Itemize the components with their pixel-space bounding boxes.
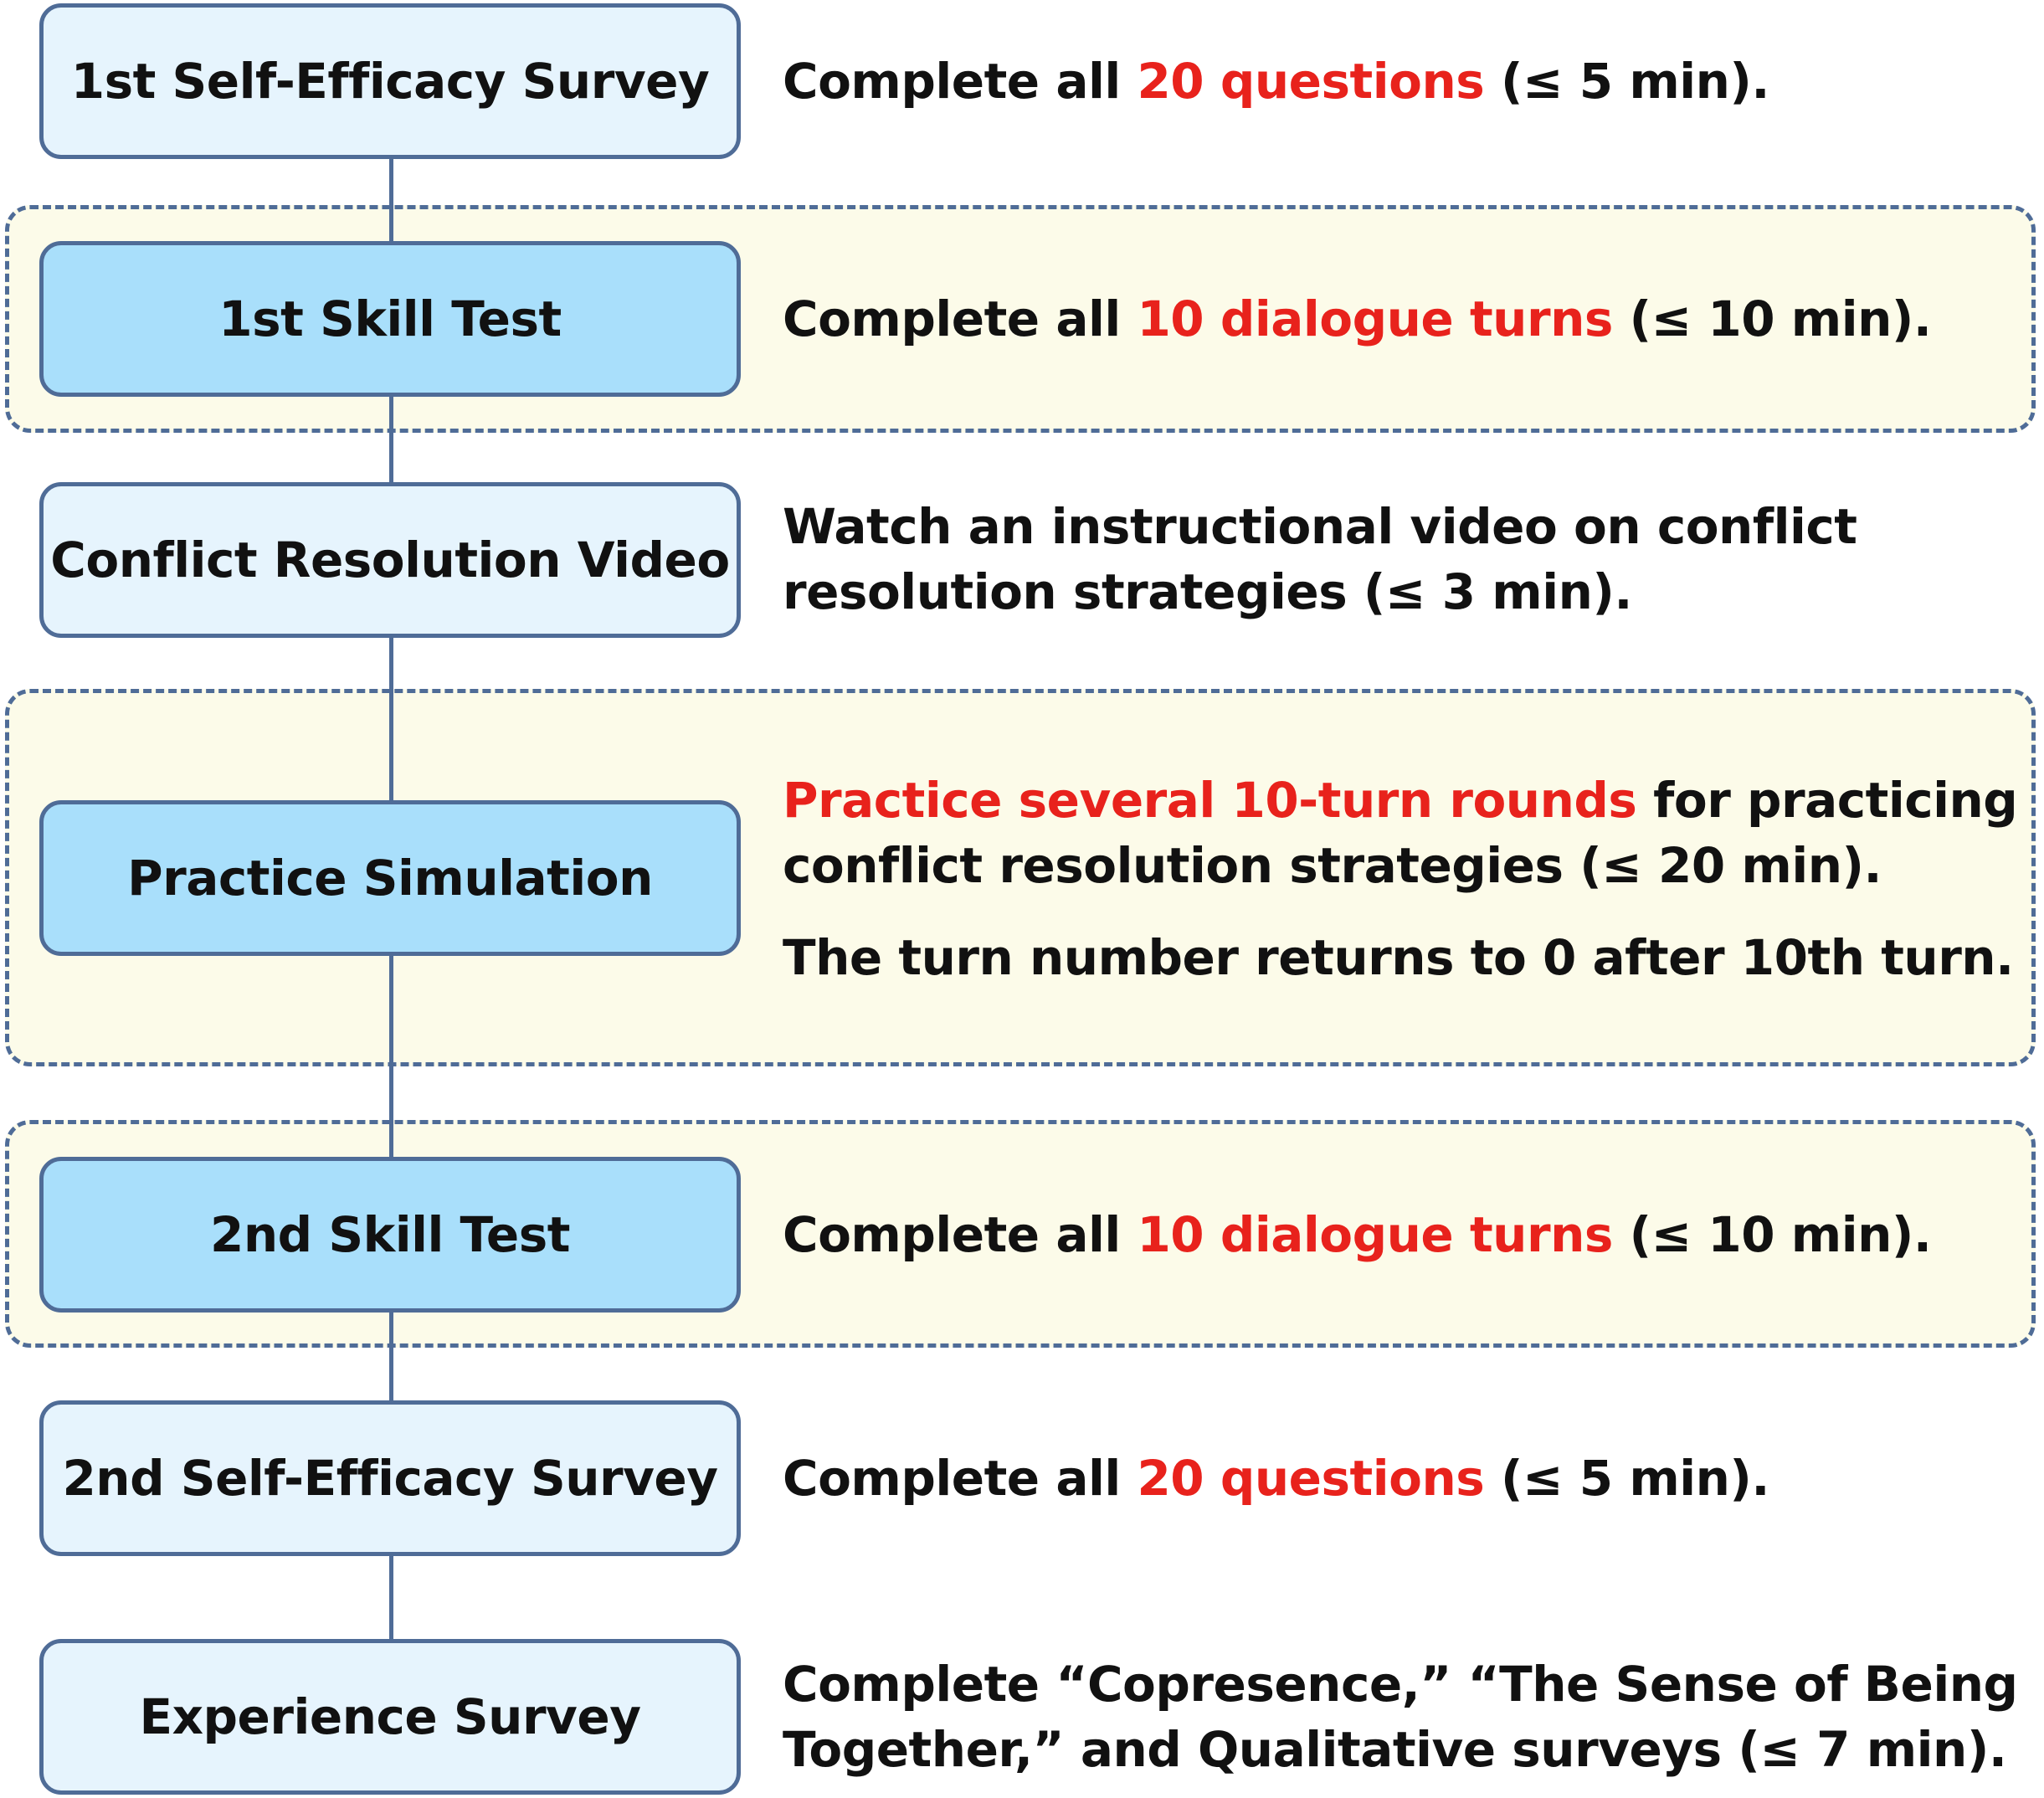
step-label: 2nd Skill Test [210, 1206, 570, 1263]
step-label: 2nd Self-Efficacy Survey [62, 1450, 718, 1507]
step-3-description: Watch an instructional video on conflict… [783, 494, 2021, 624]
step-label: Conflict Resolution Video [50, 532, 730, 588]
step-7-description: Complete “Copresence,” “The Sense of Bei… [783, 1652, 2021, 1782]
connector-1-2 [389, 159, 393, 241]
step-3-conflict-resolution-video: Conflict Resolution Video [39, 482, 741, 638]
desc-highlight: Practice several 10-turn rounds [783, 772, 1637, 829]
desc-line: Watch an instructional video on conflict [783, 498, 1857, 555]
step-2-skill-test: 1st Skill Test [39, 241, 741, 397]
connector-4-5 [389, 956, 393, 1157]
desc-text: Complete all [783, 1206, 1138, 1263]
step-6-self-efficacy-survey: 2nd Self-Efficacy Survey [39, 1400, 741, 1556]
desc-text: Complete all [783, 53, 1138, 110]
step-7-experience-survey: Experience Survey [39, 1639, 741, 1795]
connector-2-3 [389, 395, 393, 482]
step-4-description: Practice several 10-turn rounds for prac… [783, 768, 2021, 990]
desc-text: (≤ 10 min). [1612, 290, 1932, 347]
desc-text: for practicing [1636, 772, 2018, 829]
desc-text: (≤ 10 min). [1612, 1206, 1932, 1263]
desc-line: Together,” and Qualitative surveys (≤ 7 … [783, 1721, 2007, 1778]
desc-text: Complete all [783, 290, 1138, 347]
step-4-practice-simulation: Practice Simulation [39, 800, 741, 956]
step-5-skill-test: 2nd Skill Test [39, 1157, 741, 1313]
step-1-self-efficacy-survey: 1st Self-Efficacy Survey [39, 3, 741, 159]
step-6-description: Complete all 20 questions (≤ 5 min). [783, 1446, 2021, 1511]
step-label: Practice Simulation [127, 850, 653, 907]
desc-text: (≤ 5 min). [1484, 53, 1769, 110]
connector-3-4 [389, 636, 393, 802]
step-1-description: Complete all 20 questions (≤ 5 min). [783, 49, 2021, 114]
step-label: 1st Skill Test [218, 290, 562, 347]
desc-line: Complete “Copresence,” “The Sense of Bei… [783, 1656, 2018, 1713]
step-label: Experience Survey [139, 1688, 641, 1745]
connector-5-6 [389, 1310, 393, 1402]
desc-text: Complete all [783, 1450, 1138, 1507]
connector-6-7 [389, 1555, 393, 1641]
desc-highlight: 10 dialogue turns [1137, 290, 1613, 347]
desc-line: resolution strategies (≤ 3 min). [783, 563, 1632, 620]
desc-note: The turn number returns to 0 after 10th … [783, 929, 2014, 986]
step-5-description: Complete all 10 dialogue turns (≤ 10 min… [783, 1202, 2021, 1267]
desc-line: conflict resolution strategies (≤ 20 min… [783, 837, 1882, 894]
desc-highlight: 20 questions [1137, 1450, 1485, 1507]
step-2-description: Complete all 10 dialogue turns (≤ 10 min… [783, 286, 2021, 352]
desc-highlight: 20 questions [1137, 53, 1485, 110]
step-label: 1st Self-Efficacy Survey [70, 53, 710, 110]
desc-highlight: 10 dialogue turns [1137, 1206, 1613, 1263]
desc-text: (≤ 5 min). [1484, 1450, 1769, 1507]
